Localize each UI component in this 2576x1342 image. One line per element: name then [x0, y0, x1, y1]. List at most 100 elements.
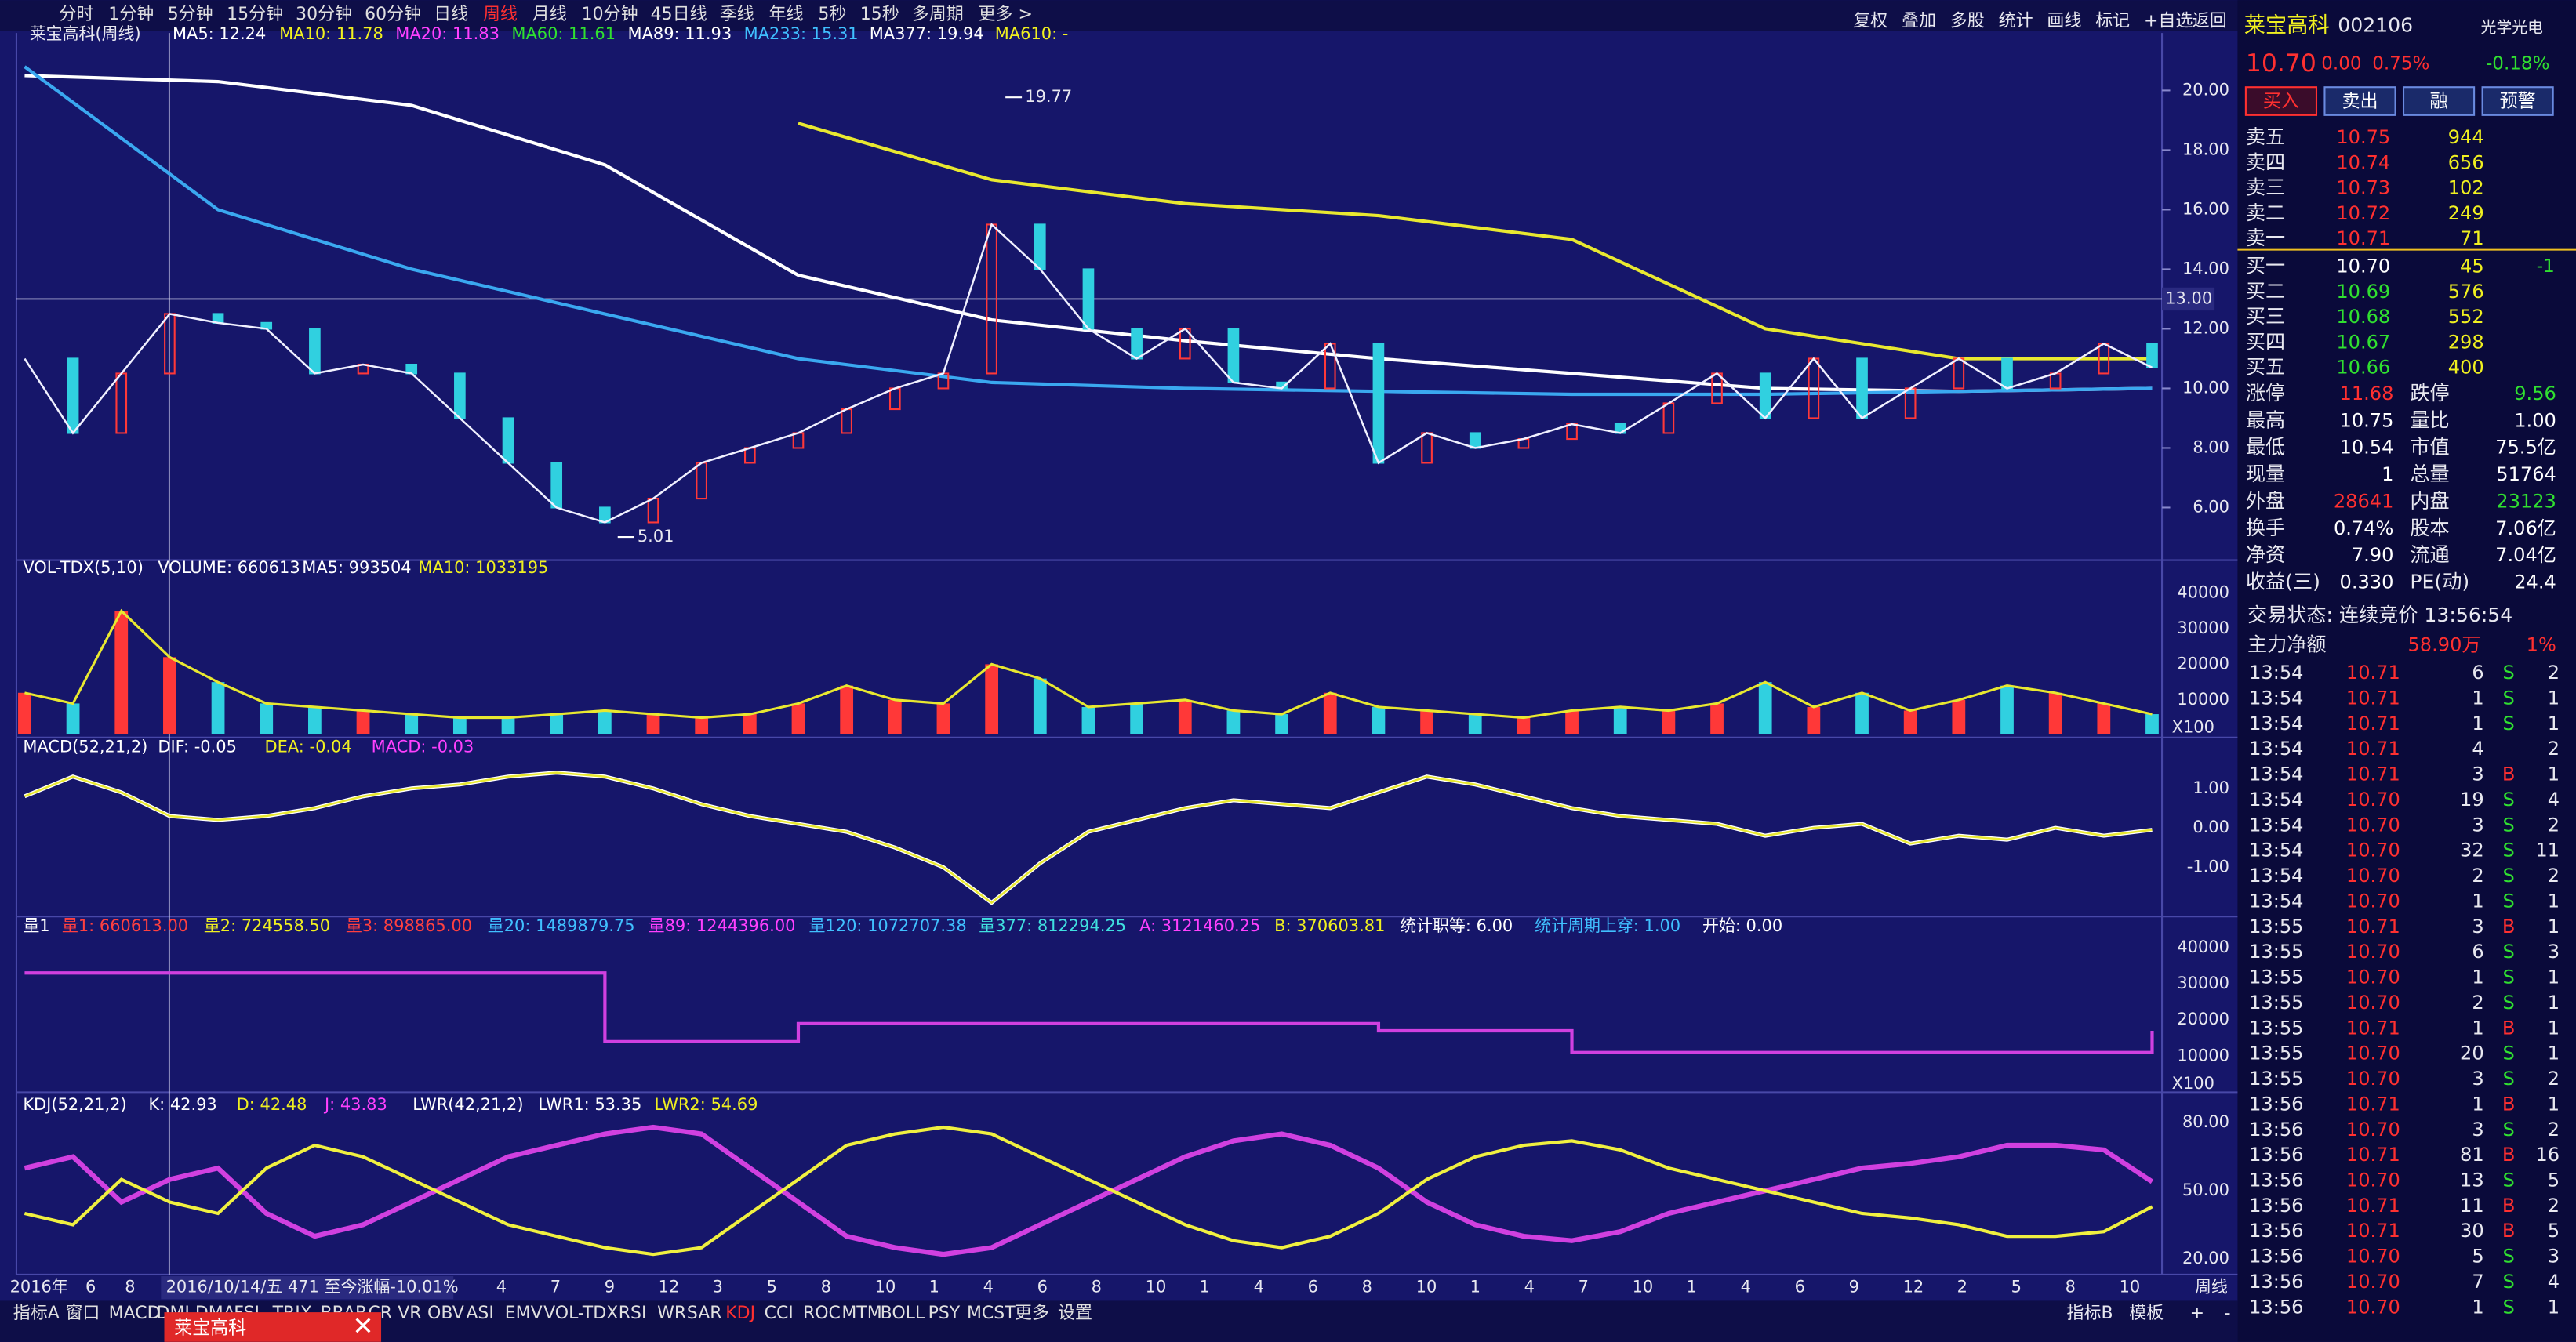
tab[interactable]: VOL-TDX: [543, 1304, 618, 1323]
trade-volume: 1: [2472, 1017, 2483, 1039]
button[interactable]: [2323, 86, 2396, 116]
button-label[interactable]: 融: [2430, 92, 2448, 112]
tab[interactable]: 窗口: [65, 1304, 100, 1323]
candle: [1759, 372, 1771, 419]
stat-value: 24.4: [2514, 571, 2556, 593]
toolbar-item[interactable]: 画线: [2047, 11, 2081, 31]
trade-side: B: [2502, 1017, 2516, 1039]
menu-item[interactable]: 10分钟: [582, 5, 638, 24]
volume-bar: [1903, 710, 1917, 734]
menu-bar: [0, 0, 2576, 31]
x-tick-label: 2016年: [10, 1278, 68, 1297]
toolbar-item[interactable]: +自选: [2144, 11, 2193, 31]
stat-label: 最低: [2246, 436, 2285, 459]
trade-time: 13:55: [2249, 941, 2303, 963]
tab[interactable]: PSY: [928, 1304, 961, 1323]
menu-item[interactable]: 多周期: [912, 5, 964, 24]
menu-item[interactable]: 更多 >: [979, 5, 1033, 24]
toolbar-item[interactable]: 标记: [2095, 11, 2130, 31]
menu-item[interactable]: 15秒: [860, 5, 899, 24]
trade-count: 2: [2548, 1195, 2560, 1217]
volume-bar: [1758, 682, 1772, 734]
trade-side: S: [2502, 789, 2514, 811]
tab[interactable]: OBV: [427, 1304, 464, 1323]
tab[interactable]: ASI: [466, 1304, 493, 1323]
book-label: 卖一: [2246, 227, 2285, 249]
tab[interactable]: 模板: [2129, 1304, 2164, 1323]
menu-item[interactable]: 日线: [434, 5, 468, 24]
trade-price: 10.70: [2346, 789, 2400, 811]
menu-item[interactable]: 年线: [768, 5, 803, 24]
menu-item[interactable]: 60分钟: [365, 5, 421, 24]
volume-bar: [211, 682, 225, 734]
menu-item[interactable]: 月线: [532, 5, 567, 24]
tab[interactable]: WR: [657, 1304, 686, 1323]
menu-item[interactable]: 5秒: [818, 5, 846, 24]
popup-close[interactable]: [355, 1318, 371, 1333]
trade-count: 1: [2548, 1043, 2560, 1065]
tab[interactable]: BOLL: [881, 1304, 925, 1323]
toolbar-item[interactable]: 叠加: [1902, 11, 1936, 31]
button[interactable]: [2244, 86, 2318, 116]
volume-bar: [66, 703, 80, 734]
toolbar-item[interactable]: 复权: [1853, 11, 1887, 31]
trade-volume: 6: [2472, 941, 2483, 963]
tab[interactable]: 更多: [1015, 1304, 1049, 1323]
legend-item: 统计职等: 6.00: [1400, 916, 1513, 935]
trade-side: B: [2502, 763, 2516, 785]
legend-item: MACD: -0.03: [372, 737, 474, 756]
tab[interactable]: ROC: [803, 1304, 841, 1323]
menu-item[interactable]: 分时: [59, 5, 93, 24]
tab[interactable]: +: [2190, 1304, 2204, 1323]
menu-item[interactable]: 45日线: [651, 5, 707, 24]
menu-item[interactable]: 周线: [483, 5, 518, 24]
trade-count: 5: [2548, 1170, 2560, 1191]
button[interactable]: [2402, 86, 2476, 116]
toolbar-item[interactable]: 返回: [2193, 11, 2227, 31]
tab[interactable]: SAR: [687, 1304, 722, 1323]
stat-label: PE(动): [2410, 570, 2469, 593]
tab[interactable]: -: [2225, 1304, 2231, 1323]
button-label[interactable]: 预警: [2500, 92, 2536, 112]
book-label: 卖二: [2246, 201, 2285, 224]
volume-bar: [598, 710, 612, 734]
y-tick-label: 40000: [2177, 938, 2229, 956]
menu-item[interactable]: 5分钟: [168, 5, 213, 24]
toolbar-item[interactable]: 统计: [1999, 11, 2033, 31]
trade-time: 13:55: [2249, 967, 2303, 988]
button[interactable]: [2481, 86, 2554, 116]
menu-item[interactable]: 30分钟: [296, 5, 352, 24]
menu-item[interactable]: 1分钟: [108, 5, 154, 24]
tab[interactable]: CCI: [765, 1304, 794, 1323]
trade-count: 4: [2548, 1271, 2560, 1293]
volume-bar: [743, 714, 757, 734]
trade-side: S: [2502, 941, 2514, 963]
tab[interactable]: MACD: [109, 1304, 161, 1323]
legend-item: B: 370603.81: [1274, 916, 1385, 935]
tab[interactable]: MTM: [841, 1304, 881, 1323]
menu-item[interactable]: 15分钟: [227, 5, 283, 24]
tab[interactable]: RSI: [619, 1304, 647, 1323]
tab[interactable]: KDJ: [725, 1304, 755, 1323]
tab[interactable]: 指标A: [13, 1304, 60, 1323]
button-label[interactable]: 卖出: [2342, 92, 2378, 112]
tab[interactable]: VR: [398, 1304, 421, 1323]
tab[interactable]: EMV: [505, 1304, 543, 1323]
candle: [1372, 343, 1385, 464]
button-label[interactable]: 买入: [2263, 92, 2299, 112]
trade-count: 4: [2548, 789, 2560, 811]
trade-count: 11: [2535, 840, 2560, 861]
y-tick-label: 20000: [2177, 1010, 2229, 1028]
toolbar-item[interactable]: 多股: [1950, 11, 1985, 31]
trade-count: 1: [2548, 967, 2560, 988]
stat-label: 最高: [2246, 408, 2285, 431]
tab[interactable]: 设置: [1058, 1304, 1092, 1323]
y-tick-label: 12.00: [2182, 318, 2229, 337]
menu-item[interactable]: 季线: [720, 5, 754, 24]
trade-side: S: [2502, 890, 2514, 912]
volume-bar: [1952, 699, 1966, 734]
candle: [309, 328, 321, 375]
tab[interactable]: 指标B: [2067, 1304, 2113, 1323]
tab[interactable]: MCST: [967, 1304, 1016, 1323]
